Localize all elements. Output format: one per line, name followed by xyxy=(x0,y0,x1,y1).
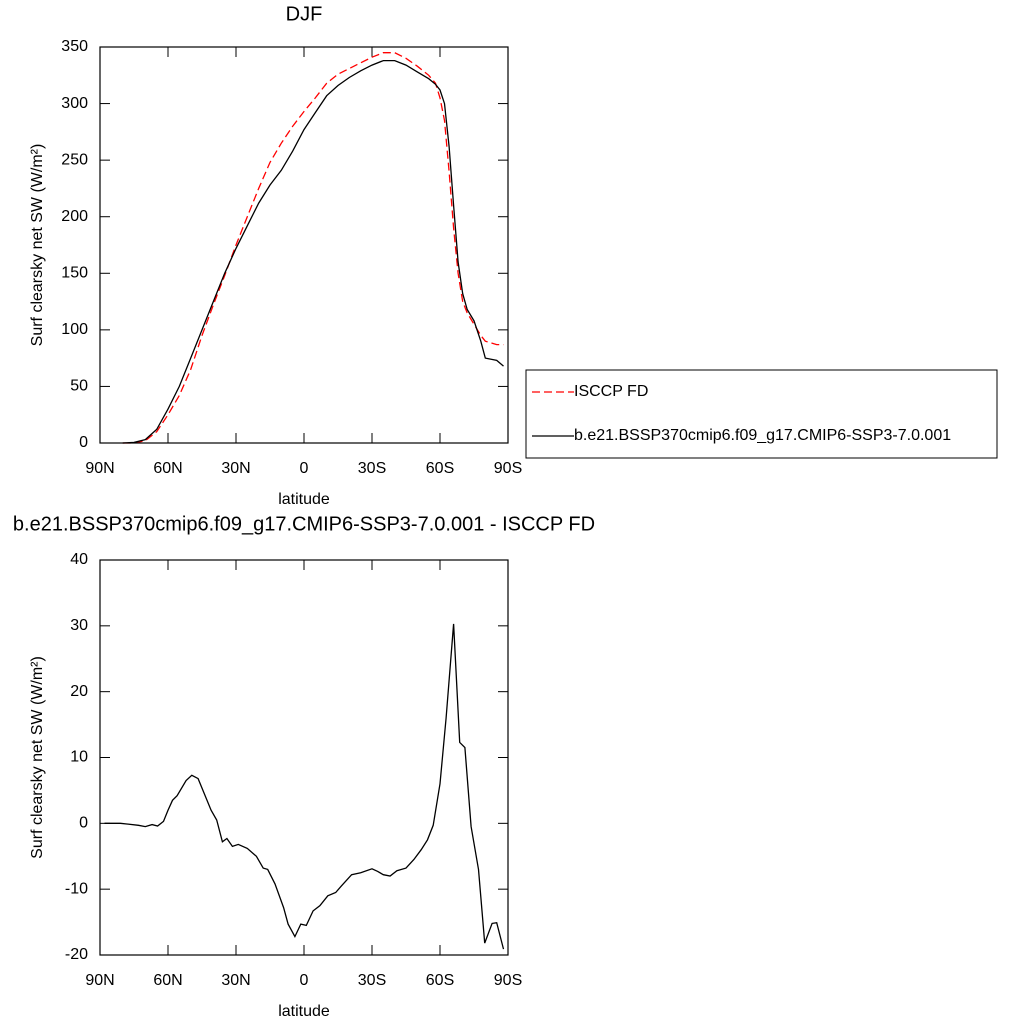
y-axis-label: Surf clearsky net SW (W/m²) xyxy=(29,656,46,859)
y-tick-label: 30 xyxy=(70,617,88,634)
y-tick-label: -20 xyxy=(65,946,88,963)
x-tick-label: 30S xyxy=(358,460,386,477)
data-line xyxy=(122,52,504,444)
x-tick-label: 0 xyxy=(300,460,309,477)
y-tick-label: 20 xyxy=(70,683,88,700)
y-tick-label: 300 xyxy=(61,95,88,112)
x-tick-label: 60S xyxy=(426,972,454,989)
x-tick-label: 90N xyxy=(85,972,114,989)
x-tick-label: 30N xyxy=(221,972,250,989)
legend-label: ISCCP FD xyxy=(574,383,648,400)
y-tick-label: 150 xyxy=(61,265,88,282)
y-tick-label: 250 xyxy=(61,151,88,168)
y-tick-label: 50 xyxy=(70,378,88,395)
x-axis-label: latitude xyxy=(278,1003,330,1020)
x-tick-label: 90N xyxy=(85,460,114,477)
x-tick-label: 60N xyxy=(153,972,182,989)
y-tick-label: 200 xyxy=(61,208,88,225)
y-tick-label: 10 xyxy=(70,749,88,766)
y-tick-label: 0 xyxy=(79,434,88,451)
x-tick-label: 90S xyxy=(494,972,522,989)
y-axis-label: Surf clearsky net SW (W/m²) xyxy=(29,144,46,347)
data-line xyxy=(104,623,505,950)
plot-frame xyxy=(99,46,509,444)
legend-label: b.e21.BSSP370cmip6.f09_g17.CMIP6-SSP3-7.… xyxy=(574,427,951,444)
chart-title: b.e21.BSSP370cmip6.f09_g17.CMIP6-SSP3-7.… xyxy=(13,513,595,535)
y-tick-label: 100 xyxy=(61,321,88,338)
y-tick-label: 350 xyxy=(61,38,88,55)
legend-box xyxy=(525,369,998,459)
x-tick-label: 90S xyxy=(494,460,522,477)
data-line xyxy=(122,59,504,444)
chart-title: DJF xyxy=(286,3,323,25)
x-axis-label: latitude xyxy=(278,491,330,508)
plot-frame xyxy=(99,559,509,956)
x-tick-label: 30S xyxy=(358,972,386,989)
y-tick-label: -10 xyxy=(65,880,88,897)
y-tick-label: 40 xyxy=(70,551,88,568)
x-tick-label: 30N xyxy=(221,460,250,477)
y-tick-label: 0 xyxy=(79,815,88,832)
x-tick-label: 60N xyxy=(153,460,182,477)
x-tick-label: 0 xyxy=(300,972,309,989)
x-tick-label: 60S xyxy=(426,460,454,477)
